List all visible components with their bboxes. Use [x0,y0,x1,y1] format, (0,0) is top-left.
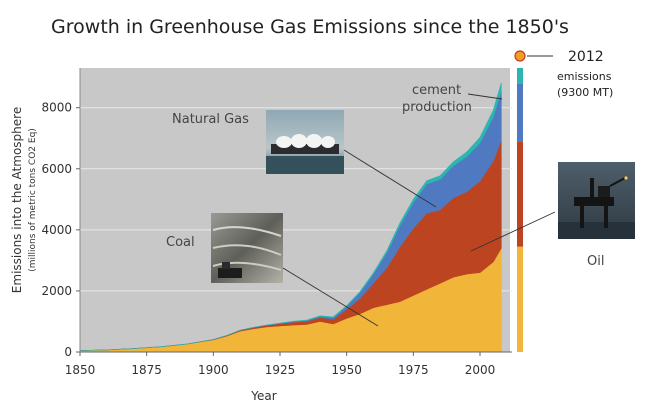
y-tick-label: 2000 [41,284,72,298]
coal-mine-photo [211,213,283,283]
y-tick-label: 8000 [41,101,72,115]
cement-arrow [467,93,503,100]
oil-rig-photo [558,162,635,239]
y-axis-label: Emissions into the Atmosphere [10,107,24,293]
area-layers [79,82,502,353]
x-tick-label: 1875 [131,363,162,377]
total-emissions-value: (9300 MT) [557,86,613,99]
total-emissions-bar [517,68,523,352]
area-cement-production [79,82,502,351]
lng-ship-photo [266,110,344,174]
side-bar-cement-production [517,68,523,84]
cement-label-line2: production [402,100,472,115]
y-axis-sublabel: (millions of metric tons CO2 Eq) [28,128,38,272]
y-tick-label: 6000 [41,162,72,176]
oil-arrow [470,211,556,252]
x-tick-label: 1950 [331,363,362,377]
coal-arrow [282,267,379,327]
natural-gas-arrow [343,149,437,208]
x-tick-label: 1975 [398,363,429,377]
y-tick-labels: 0 2000 4000 6000 8000 [41,101,80,359]
x-tick-labels: 1850 1875 1900 1925 1950 1975 2000 [65,352,496,377]
chart-title: Growth in Greenhouse Gas Emissions since… [51,16,569,38]
y-tick-label: 4000 [41,223,72,237]
coal-label: Coal [166,235,195,250]
side-bar-natural-gas [517,83,523,142]
x-axis-label: Year [250,389,276,403]
side-bar-coal [517,246,523,352]
x-tick-label: 1850 [65,363,96,377]
y-tick-label: 0 [64,345,72,359]
x-tick-label: 2000 [465,363,496,377]
x-tick-label: 1925 [265,363,296,377]
natural-gas-label: Natural Gas [172,112,249,127]
side-bar-oil [517,141,523,247]
total-emissions-marker [514,50,526,62]
total-year-label: 2012 [568,49,604,65]
oil-label: Oil [587,254,604,269]
cement-label-line1: cement [412,83,461,98]
total-emissions-label: emissions [557,70,612,83]
x-tick-label: 1900 [198,363,229,377]
